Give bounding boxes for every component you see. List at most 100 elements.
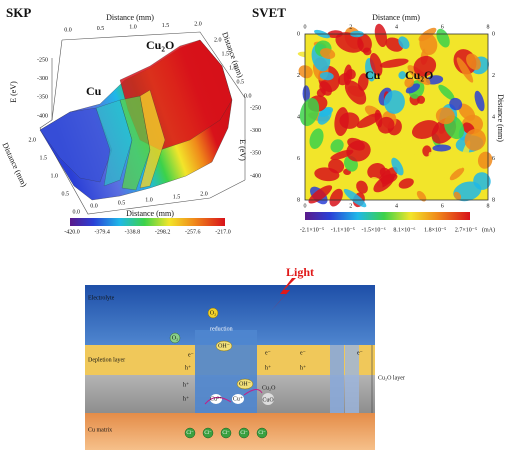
svet-right-tick: 8 bbox=[492, 197, 495, 203]
skp-colorbar-tick: -298.2 bbox=[155, 229, 171, 235]
svet-right-tick: 6 bbox=[492, 156, 495, 162]
svet-left-tick: 4 bbox=[297, 114, 300, 120]
electron-label: e⁻ bbox=[265, 350, 271, 356]
skp-right-e-tick: -300 bbox=[250, 128, 261, 134]
body: {"skp":{"label":"SKP","regions":["Cu","C… bbox=[0, 0, 507, 453]
cl-label: Cl⁻ bbox=[186, 431, 194, 436]
svet-colorbar-tick: 1.8×10⁻⁵ bbox=[424, 227, 446, 233]
svet-bottom-tick: 8 bbox=[487, 203, 490, 209]
figure: SKP Cu Cu₂O Distance (mm) Distance (mm) … bbox=[0, 0, 507, 453]
cu2o-layer-label: Cu₂O layer bbox=[378, 375, 405, 381]
skp-bottom-tick: 0.5 bbox=[118, 200, 126, 206]
skp-right-e-title: E (eV) bbox=[238, 139, 247, 161]
svet-bottom-tick: 4 bbox=[395, 203, 398, 209]
svet-top-tick: 2 bbox=[349, 24, 352, 30]
electron-label: e⁻ bbox=[188, 352, 194, 358]
skp-colorbar-tick: -379.4 bbox=[94, 229, 110, 235]
skp-top-tick: 2.0 bbox=[194, 21, 202, 27]
skp-top-tick: 1.5 bbox=[162, 23, 170, 29]
cl-label: Cl⁻ bbox=[222, 431, 230, 436]
svet-right-tick: 4 bbox=[492, 114, 495, 120]
svet-left-tick: 0 bbox=[297, 31, 300, 37]
o2-label: O₂ bbox=[210, 310, 216, 316]
svet-map bbox=[296, 23, 494, 210]
skp-right-e-tick: -350 bbox=[250, 151, 261, 157]
svet-bottom-tick: 0 bbox=[304, 203, 307, 209]
svet-right-tick: 0 bbox=[492, 31, 495, 37]
svet-colorbar-tick: -2.1×10⁻⁵ bbox=[300, 227, 324, 233]
oh-label: OH⁻ bbox=[239, 381, 251, 387]
svet-top-tick: 8 bbox=[487, 24, 490, 30]
electron-label: e⁻ bbox=[357, 350, 363, 356]
cu2plus-label: Cu²⁺ bbox=[210, 395, 222, 402]
cuplus-label: Cu⁺ bbox=[233, 395, 243, 402]
hole-label: h⁺ bbox=[265, 364, 271, 371]
schematic bbox=[85, 278, 375, 450]
electron-label: e⁻ bbox=[300, 350, 306, 356]
skp-bottom-tick: 1.5 bbox=[173, 194, 181, 200]
skp-left-tick: 0.0 bbox=[73, 209, 81, 215]
skp-right-tick: 1.5 bbox=[222, 51, 230, 57]
skp-right-tick: 1.0 bbox=[229, 65, 237, 71]
skp-left-e-tick: -400 bbox=[37, 113, 48, 119]
electrolyte-label: Electrolyte bbox=[88, 295, 115, 301]
skp-left-tick: 2.0 bbox=[29, 137, 37, 143]
skp-colorbar-tick: -217.0 bbox=[215, 229, 231, 235]
svet-bottom-tick: 2 bbox=[349, 203, 352, 209]
skp-right-tick: 2.0 bbox=[214, 37, 222, 43]
skp-left-e-tick: -300 bbox=[37, 76, 48, 82]
skp-colorbar bbox=[70, 218, 225, 226]
skp-bottom-tick: 2.0 bbox=[200, 191, 208, 197]
skp-colorbar-tick: -420.0 bbox=[64, 229, 80, 235]
hole-label: h⁺ bbox=[183, 381, 189, 388]
cuo-label: CuO bbox=[262, 397, 274, 403]
svet-label: SVET bbox=[252, 5, 286, 20]
skp-bottom-axis-title: Distance (mm) bbox=[126, 209, 174, 218]
skp-right-e-tick: -250 bbox=[250, 105, 261, 111]
skp-surface bbox=[40, 40, 232, 200]
skp-left-e-title: E (eV) bbox=[9, 81, 18, 103]
skp-cu2o-label: Cu₂O bbox=[146, 38, 174, 52]
skp-left-e-tick: -250 bbox=[37, 57, 48, 63]
svet-colorbar bbox=[305, 212, 470, 220]
skp-left-tick: 0.5 bbox=[62, 191, 70, 197]
svet-colorbar-tick: 2.7×10⁻⁵ bbox=[455, 227, 477, 233]
svet-top-tick: 6 bbox=[441, 24, 444, 30]
o2-label: O₂ bbox=[172, 335, 178, 341]
hole-label: h⁺ bbox=[183, 395, 189, 402]
skp-left-tick: 1.0 bbox=[51, 173, 59, 179]
svet-bottom-tick: 6 bbox=[441, 203, 444, 209]
svet-colorbar-tick: -1.1×10⁻⁵ bbox=[331, 227, 355, 233]
cu2o-label: Cu₂O bbox=[262, 385, 276, 391]
skp-left-tick: 1.5 bbox=[40, 155, 48, 161]
skp-colorbar-tick: -257.6 bbox=[185, 229, 201, 235]
svet-colorbar-tick: -1.5×10⁻⁶ bbox=[362, 227, 386, 233]
skp-bottom-tick: 1.0 bbox=[145, 197, 153, 203]
svet-left-tick: 2 bbox=[297, 73, 300, 79]
svet-cu2o-label: Cu₂O bbox=[405, 68, 433, 82]
svet-colorbar-unit: (mA) bbox=[482, 226, 495, 233]
cl-label: Cl⁻ bbox=[204, 431, 212, 436]
skp-top-tick: 0.5 bbox=[97, 26, 105, 32]
skp-right-e-tick: -400 bbox=[250, 173, 261, 179]
skp-label: SKP bbox=[6, 5, 31, 20]
light-label: Light bbox=[286, 265, 314, 279]
svet-left-tick: 8 bbox=[297, 197, 300, 203]
skp-right-tick: 0.0 bbox=[244, 93, 252, 99]
skp-left-e-tick: -350 bbox=[37, 95, 48, 101]
cl-label: Cl⁻ bbox=[258, 431, 266, 436]
svet-top-tick: 0 bbox=[304, 24, 307, 30]
page: SKP SVET figure html,body{margin:0;paddi… bbox=[0, 0, 507, 453]
svet-right-tick: 2 bbox=[492, 73, 495, 79]
reduction-label: reduction bbox=[210, 326, 233, 332]
svet-left-tick: 6 bbox=[297, 156, 300, 162]
hole-label: h⁺ bbox=[185, 364, 191, 371]
skp-left-axis-title: Distance (mm) bbox=[0, 141, 28, 188]
svet-colorbar-tick: 8.1×10⁻⁶ bbox=[393, 227, 415, 233]
cu-matrix-label: Cu matrix bbox=[88, 427, 112, 433]
cl-label: Cl⁻ bbox=[240, 431, 248, 436]
skp-right-tick: 0.5 bbox=[237, 79, 245, 85]
depletion-layer-label: Depletion layer bbox=[88, 357, 125, 363]
svet-cu-label: Cu bbox=[365, 68, 381, 82]
skp-colorbar-tick: -338.8 bbox=[125, 229, 141, 235]
